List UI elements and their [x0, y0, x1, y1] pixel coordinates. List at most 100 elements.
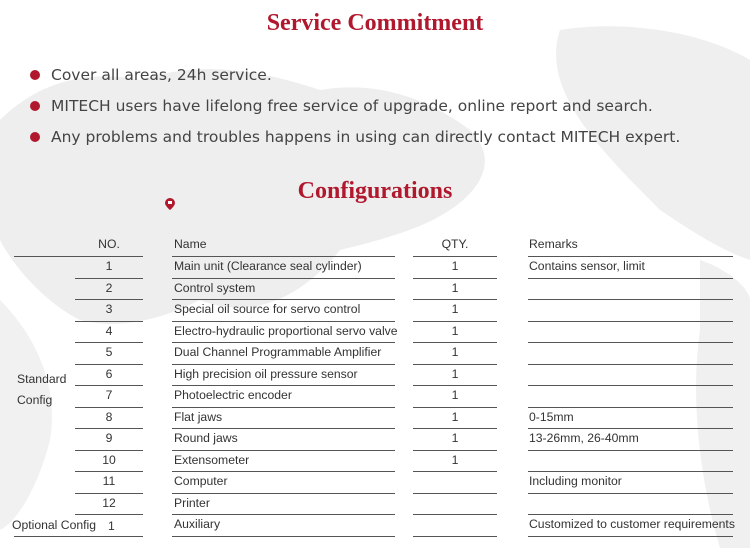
header-name: Name: [174, 237, 207, 251]
rule: [172, 278, 395, 279]
rule: [14, 536, 143, 537]
row-no: 6: [105, 366, 113, 381]
bullet-dot-icon: [30, 70, 40, 80]
row-qty: 1: [451, 345, 459, 359]
header-qty: QTY.: [441, 237, 469, 251]
row-qty: 1: [451, 452, 459, 467]
rule: [172, 428, 395, 429]
rule: [528, 278, 733, 279]
group-standard-line2: Config: [17, 393, 53, 407]
row-qty: 1: [451, 431, 459, 445]
rule: [172, 450, 395, 451]
rule: [413, 493, 497, 494]
rule: [75, 342, 143, 343]
rule: [528, 256, 733, 257]
row-no: 5: [105, 345, 113, 359]
rule: [75, 278, 143, 279]
bullet-dot-icon: [30, 132, 40, 142]
rule: [172, 493, 395, 494]
row-name: Extensometer: [174, 452, 250, 467]
rule: [413, 536, 497, 537]
rule: [172, 342, 395, 343]
bullet-item: Cover all areas, 24h service.: [30, 66, 272, 84]
rule: [75, 385, 143, 386]
row-no: 12: [102, 495, 116, 510]
rule: [528, 407, 733, 408]
rule: [413, 256, 497, 257]
row-remarks: Contains sensor, limit: [529, 259, 645, 273]
row-qty: 1: [451, 388, 459, 402]
row-no: 8: [105, 409, 113, 424]
rule: [413, 471, 497, 472]
rule: [413, 364, 497, 365]
service-commitment-title: Service Commitment: [266, 10, 484, 36]
row-name: Special oil source for servo control: [174, 302, 361, 316]
row-name: Auxiliary: [174, 517, 221, 531]
rule: [75, 407, 143, 408]
row-qty: 1: [451, 259, 459, 273]
rule: [172, 256, 395, 257]
rule: [528, 514, 733, 515]
row-qty: 1: [451, 323, 459, 338]
rule: [413, 450, 497, 451]
row-no: 7: [105, 388, 113, 402]
location-pin-icon: [165, 198, 175, 210]
rule: [172, 364, 395, 365]
row-name: Flat jaws: [174, 409, 223, 424]
row-no: 1: [108, 519, 115, 533]
row-qty: 1: [451, 366, 459, 381]
rule: [75, 450, 143, 451]
rule: [172, 385, 395, 386]
row-qty: [413, 493, 497, 515]
row-no: 4: [105, 323, 113, 338]
rule: [75, 471, 143, 472]
configurations-title: Configurations: [297, 178, 453, 204]
row-name: Control system: [174, 280, 256, 295]
rule: [413, 385, 497, 386]
row-name: Dual Channel Programmable Amplifier: [174, 345, 382, 359]
row-name: Printer: [174, 495, 210, 510]
row-no: 1: [105, 259, 113, 273]
row-name: High precision oil pressure sensor: [174, 366, 358, 381]
rule: [75, 299, 143, 300]
rule: [528, 536, 733, 537]
row-qty: [413, 514, 497, 536]
rule: [172, 407, 395, 408]
bullet-text: Any problems and troubles happens in usi…: [51, 128, 681, 146]
row-remarks: 0-15mm: [529, 409, 574, 424]
rule: [528, 342, 733, 343]
rule: [528, 428, 733, 429]
rule: [528, 493, 733, 494]
row-qty: 1: [451, 280, 459, 295]
row-name: Computer: [174, 474, 228, 488]
row-name: Photoelectric encoder: [174, 388, 292, 402]
bullet-item: Any problems and troubles happens in usi…: [30, 128, 680, 146]
rule: [75, 514, 143, 515]
rule: [172, 471, 395, 472]
row-remarks: 13-26mm, 26-40mm: [529, 431, 639, 445]
rule: [75, 428, 143, 429]
rule: [172, 299, 395, 300]
rule: [528, 321, 733, 322]
row-qty: 1: [451, 409, 459, 424]
rule: [528, 364, 733, 365]
bullet-item: MITECH users have lifelong free service …: [30, 97, 653, 115]
row-no: 2: [105, 280, 113, 295]
row-remarks: Customized to customer requirements: [529, 517, 735, 531]
rule: [528, 471, 733, 472]
group-standard-line1: Standard: [17, 372, 67, 386]
row-name: Main unit (Clearance seal cylinder): [174, 259, 362, 273]
rule: [172, 321, 395, 322]
rule: [413, 342, 497, 343]
rule: [413, 407, 497, 408]
rule: [75, 493, 143, 494]
rule: [413, 299, 497, 300]
row-remarks: Including monitor: [529, 474, 622, 488]
row-no: 3: [105, 302, 113, 316]
rule: [14, 256, 143, 257]
rule: [413, 514, 497, 515]
bullet-dot-icon: [30, 101, 40, 111]
row-no: 10: [102, 452, 116, 467]
rule: [172, 514, 395, 515]
